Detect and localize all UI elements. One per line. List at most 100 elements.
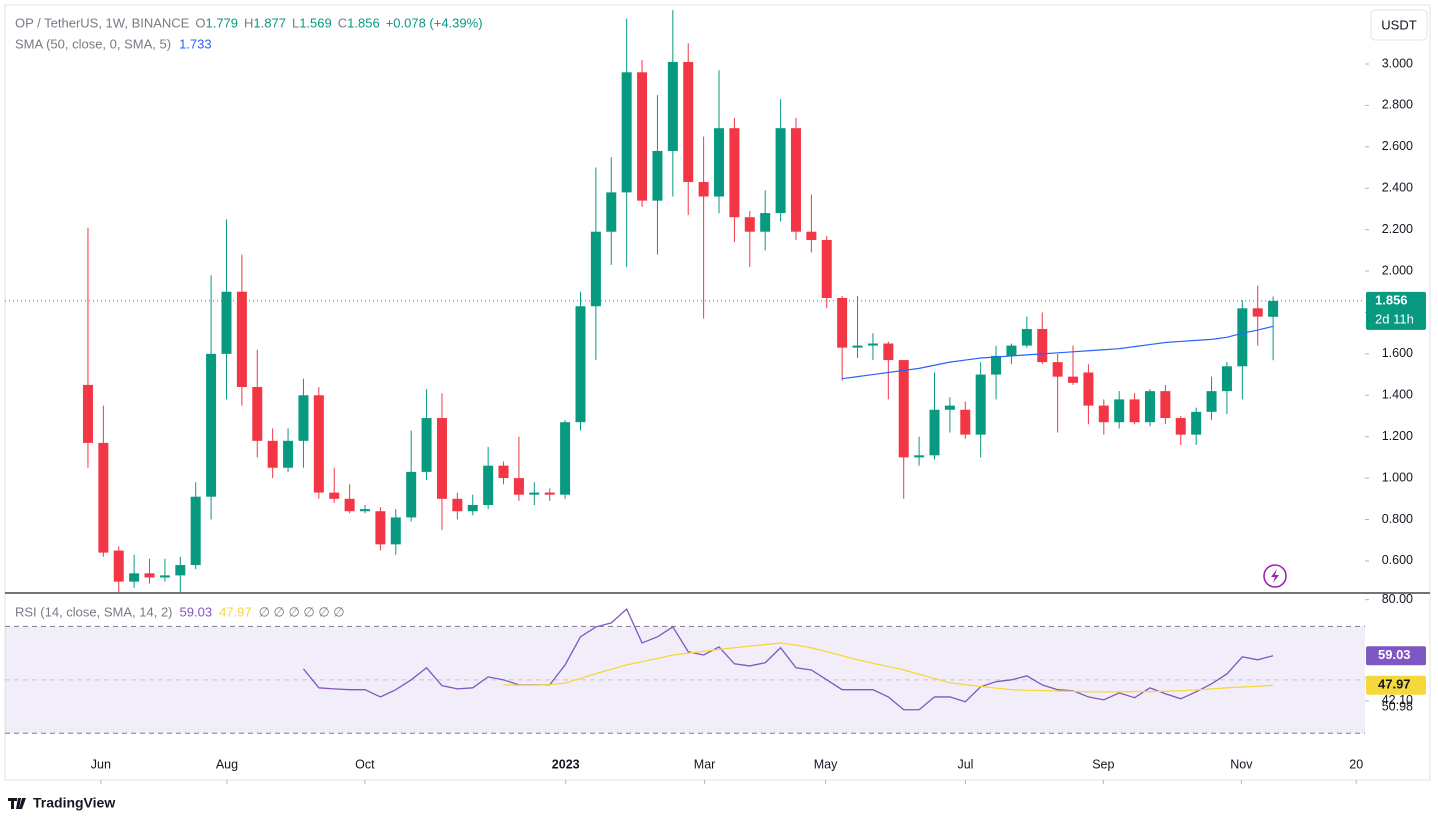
candle-body: [252, 386, 263, 441]
alert-bolt: [1271, 569, 1279, 583]
candle-body: [637, 72, 648, 201]
rsi-badge: 47.97: [1378, 677, 1411, 692]
candle-body: [991, 355, 1002, 375]
candle-body: [714, 128, 725, 197]
x-tick-label: May: [814, 757, 838, 771]
candle-body: [329, 492, 340, 499]
candle-body: [683, 61, 694, 183]
candle-body: [975, 374, 986, 435]
candle-body: [1129, 399, 1140, 423]
currency-button[interactable]: [1370, 9, 1428, 41]
candle-body: [344, 498, 355, 512]
x-tick-label: 20: [1349, 757, 1363, 771]
candle-body: [883, 343, 894, 361]
y-tick-label: 0.800: [1382, 512, 1413, 526]
candle-body: [606, 192, 617, 232]
ohlc-label: L: [292, 15, 299, 30]
candle-body: [175, 565, 186, 576]
ohlc-label: H: [244, 15, 253, 30]
candle-body: [421, 418, 432, 472]
candle-body: [283, 440, 294, 468]
candle-body: [498, 465, 509, 479]
candle-body: [1221, 366, 1232, 392]
rsi-legend-extra: ∅ ∅ ∅ ∅ ∅ ∅: [259, 604, 345, 619]
y-tick-label: 2.600: [1382, 139, 1413, 153]
candle-body: [452, 498, 463, 512]
y-tick-label: 2.000: [1382, 263, 1413, 277]
candle-body: [837, 297, 848, 348]
candle-body: [236, 291, 247, 387]
candle-body: [821, 239, 832, 298]
candle-body: [360, 509, 371, 512]
candle-body: [621, 72, 632, 193]
rsi-legend-value: 59.03: [180, 604, 213, 619]
ohlc-label: O: [195, 15, 205, 30]
candle-body: [483, 465, 494, 506]
x-tick-label: Nov: [1230, 757, 1253, 771]
candle-body: [267, 440, 278, 468]
ohlc-label: C: [338, 15, 347, 30]
candle-body: [144, 573, 155, 578]
sma-legend: SMA (50, close, 0, SMA, 5): [15, 36, 171, 51]
candle-body: [1052, 362, 1063, 377]
candle-body: [390, 517, 401, 545]
brand-name: TradingView: [33, 795, 115, 811]
candle-body: [1114, 399, 1125, 423]
candle-body: [867, 343, 878, 346]
candle-body: [1191, 411, 1202, 435]
y-tick-label: 1.000: [1382, 470, 1413, 484]
candle-body: [775, 128, 786, 214]
rsi-legend: RSI (14, close, SMA, 14, 2): [15, 604, 173, 619]
candle-body: [590, 231, 601, 307]
y-tick-label: 3.000: [1382, 56, 1413, 70]
candle-body: [98, 442, 109, 553]
ohlc-value: 1.856: [347, 15, 380, 30]
brand-logo: [8, 798, 26, 809]
ohlc-value: 1.779: [205, 15, 238, 30]
candle-body: [744, 217, 755, 232]
y-tick-label: 2.800: [1382, 98, 1413, 112]
candle-body: [1021, 329, 1032, 346]
y-tick-label: 2.400: [1382, 181, 1413, 195]
candle-body: [1037, 329, 1048, 363]
candle-body: [159, 575, 170, 578]
y-tick-label: 1.600: [1382, 346, 1413, 360]
candle-body: [1206, 391, 1217, 412]
sma-line: [842, 325, 1274, 380]
x-tick-label: 2023: [552, 757, 580, 771]
candle-body: [898, 360, 909, 458]
candle-body: [467, 505, 478, 512]
candle-body: [698, 182, 709, 197]
candle-body: [375, 511, 386, 545]
candle-body: [1175, 418, 1186, 435]
candle-body: [529, 492, 540, 495]
candle-body: [1144, 391, 1155, 423]
price-badge: 1.856: [1375, 292, 1408, 307]
candle-body: [1252, 308, 1263, 317]
y-tick-label: 0.600: [1382, 553, 1413, 567]
y-tick-label: 50.98: [1382, 700, 1413, 714]
x-tick-label: Sep: [1092, 757, 1114, 771]
candle-body: [1237, 308, 1248, 367]
rsi-badge-bg: [1366, 646, 1426, 666]
candle-body: [190, 496, 201, 566]
candle-body: [513, 478, 524, 495]
y-tick-label: 1.200: [1382, 429, 1413, 443]
candle-body: [960, 409, 971, 435]
currency-label: USDT: [1381, 17, 1416, 32]
candle-body: [206, 353, 217, 497]
candle-body: [1160, 391, 1171, 419]
candle-body: [1083, 372, 1094, 406]
y-tick-label: 42.10: [1382, 693, 1413, 707]
candle-body: [652, 150, 663, 201]
candle-body: [1006, 345, 1017, 356]
candle-body: [1268, 300, 1279, 317]
sma-legend-value: 1.733: [179, 36, 212, 51]
candle-body: [575, 306, 586, 423]
candle-body: [852, 345, 863, 348]
candle-body: [667, 61, 678, 151]
candle-body: [944, 405, 955, 410]
countdown: 2d 11h: [1375, 311, 1414, 326]
x-tick-label: Jun: [91, 757, 111, 771]
